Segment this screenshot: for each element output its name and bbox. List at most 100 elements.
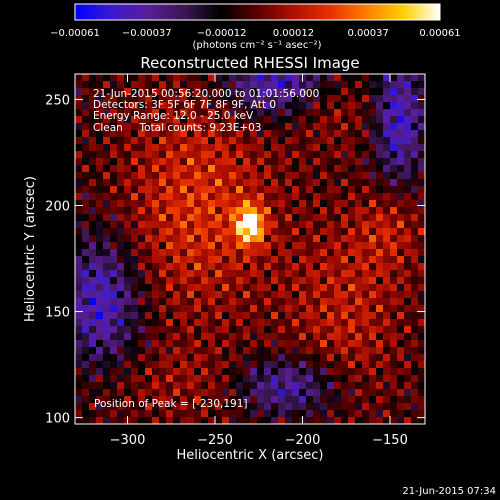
- heatmap-cell: [264, 193, 272, 201]
- heatmap-cell: [173, 144, 181, 152]
- heatmap-cell: [306, 207, 314, 215]
- heatmap-cell: [285, 284, 293, 292]
- heatmap-cell: [145, 74, 153, 82]
- heatmap-cell: [173, 228, 181, 236]
- heatmap-cell: [236, 319, 244, 327]
- heatmap-cell: [82, 193, 90, 201]
- heatmap-cell: [250, 340, 258, 348]
- heatmap-cell: [236, 270, 244, 278]
- heatmap-cell: [152, 403, 160, 411]
- heatmap-cell: [334, 389, 342, 397]
- heatmap-cell: [152, 144, 160, 152]
- heatmap-cell: [250, 312, 258, 320]
- heatmap-cell: [264, 158, 272, 166]
- heatmap-cell: [152, 284, 160, 292]
- heatmap-cell: [292, 361, 300, 369]
- heatmap-cell: [341, 284, 349, 292]
- heatmap-cell: [103, 410, 111, 418]
- heatmap-cell: [306, 382, 314, 390]
- heatmap-cell: [404, 319, 412, 327]
- heatmap-cell: [313, 81, 321, 89]
- heatmap-cell: [397, 249, 405, 257]
- heatmap-cell: [383, 382, 391, 390]
- heatmap-cell: [313, 200, 321, 208]
- heatmap-cell: [243, 354, 251, 362]
- heatmap-cell: [271, 375, 279, 383]
- heatmap-cell: [418, 361, 425, 369]
- heatmap-cell: [103, 144, 111, 152]
- heatmap-cell: [222, 186, 230, 194]
- heatmap-cell: [404, 312, 412, 320]
- heatmap-cell: [376, 368, 384, 376]
- heatmap-cell: [292, 375, 300, 383]
- heatmap-cell: [103, 228, 111, 236]
- heatmap-cell: [194, 102, 202, 110]
- heatmap-cell: [320, 193, 328, 201]
- heatmap-cell: [194, 298, 202, 306]
- heatmap-cell: [383, 137, 391, 145]
- heatmap-cell: [215, 312, 223, 320]
- heatmap-cell: [278, 298, 286, 306]
- heatmap-cell: [131, 291, 139, 299]
- heatmap-cell: [327, 256, 335, 264]
- heatmap-cell: [285, 116, 293, 124]
- heatmap-cell: [236, 74, 244, 82]
- heatmap-cell: [418, 340, 425, 348]
- heatmap-cell: [145, 389, 153, 397]
- heatmap-cell: [313, 137, 321, 145]
- heatmap-cell: [292, 186, 300, 194]
- heatmap-cell: [334, 375, 342, 383]
- heatmap-cell: [369, 200, 377, 208]
- heatmap-cell: [383, 270, 391, 278]
- heatmap-cell: [250, 291, 258, 299]
- colorbar: [75, 4, 440, 20]
- heatmap-cell: [215, 340, 223, 348]
- heatmap-cell: [166, 144, 174, 152]
- heatmap-cell: [264, 116, 272, 124]
- heatmap-cell: [334, 340, 342, 348]
- heatmap-cell: [327, 95, 335, 103]
- heatmap-cell: [236, 179, 244, 187]
- heatmap-cell: [397, 326, 405, 334]
- heatmap-cell: [285, 158, 293, 166]
- heatmap-cell: [362, 361, 370, 369]
- heatmap-cell: [117, 417, 125, 424]
- heatmap-cell: [89, 249, 97, 257]
- heatmap-cell: [215, 95, 223, 103]
- heatmap-cell: [117, 165, 125, 173]
- heatmap-cell: [257, 200, 265, 208]
- heatmap-cell: [250, 214, 258, 222]
- heatmap-cell: [320, 291, 328, 299]
- heatmap-cell: [250, 95, 258, 103]
- heatmap-cell: [369, 291, 377, 299]
- heatmap-cell: [320, 361, 328, 369]
- heatmap-cell: [243, 417, 251, 424]
- heatmap-cell: [320, 221, 328, 229]
- heatmap-cell: [145, 228, 153, 236]
- heatmap-cell: [201, 214, 209, 222]
- heatmap-cell: [404, 193, 412, 201]
- heatmap-cell: [75, 137, 83, 145]
- heatmap-cell: [173, 242, 181, 250]
- heatmap-cell: [292, 354, 300, 362]
- heatmap-cell: [250, 284, 258, 292]
- heatmap-cell: [257, 214, 265, 222]
- heatmap-cell: [75, 158, 83, 166]
- heatmap-cell: [173, 326, 181, 334]
- heatmap-cell: [299, 235, 307, 243]
- heatmap-cell: [194, 284, 202, 292]
- heatmap-cell: [208, 256, 216, 264]
- heatmap-cell: [404, 256, 412, 264]
- heatmap-cell: [180, 410, 188, 418]
- heatmap-cell: [75, 165, 83, 173]
- heatmap-cell: [180, 165, 188, 173]
- heatmap-cell: [194, 277, 202, 285]
- heatmap-cell: [194, 361, 202, 369]
- heatmap-cell: [236, 95, 244, 103]
- heatmap-cell: [180, 403, 188, 411]
- heatmap-cell: [229, 284, 237, 292]
- heatmap-cell: [418, 396, 425, 404]
- heatmap-cell: [222, 74, 230, 82]
- heatmap-cell: [194, 207, 202, 215]
- heatmap-cell: [201, 109, 209, 117]
